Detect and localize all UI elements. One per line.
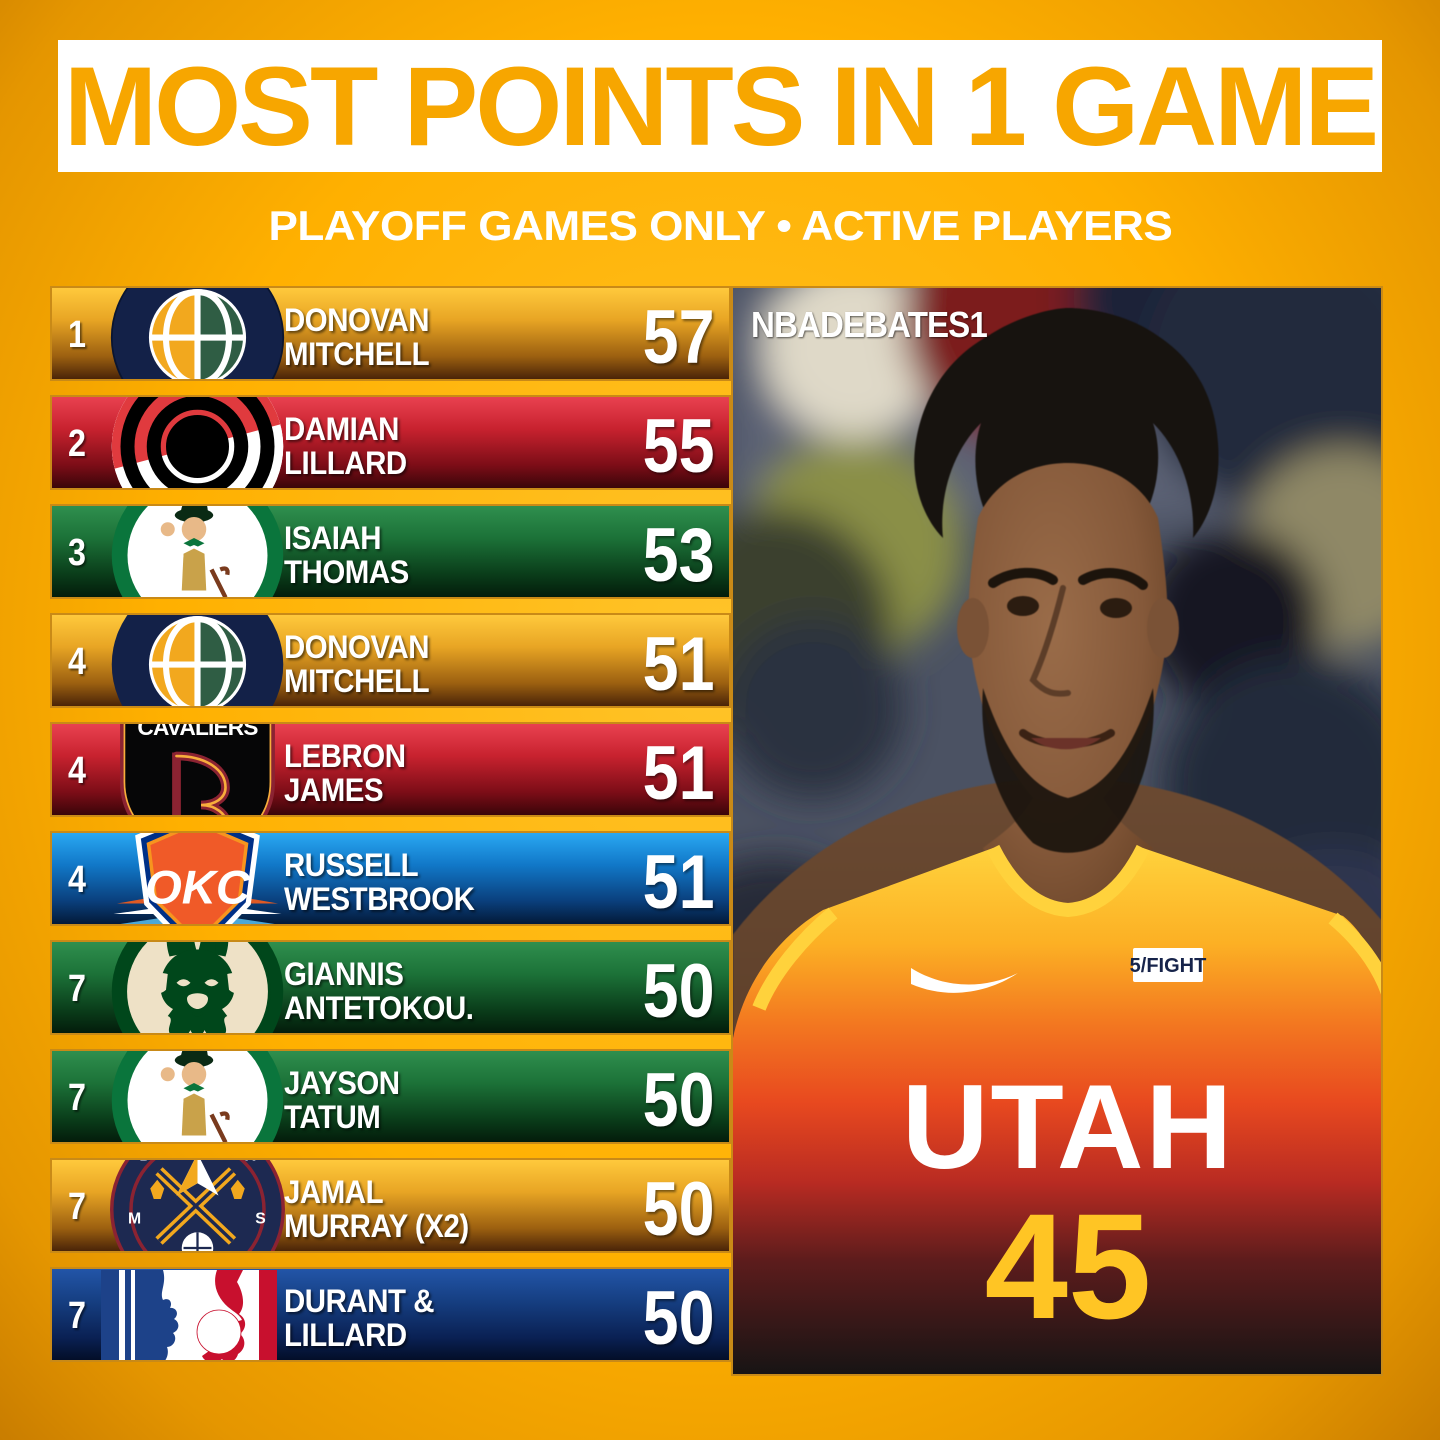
svg-text:CAVALIERS: CAVALIERS [137,722,258,740]
svg-text:M: M [128,1211,141,1228]
svg-text:OKC: OKC [145,862,251,915]
svg-text:45: 45 [985,1182,1152,1350]
svg-text:D: D [139,1158,150,1165]
svg-text:5/FIGHT: 5/FIGHT [1130,955,1207,977]
svg-text:UTAH: UTAH [902,1060,1234,1194]
svg-text:R: R [244,1158,256,1165]
svg-text:S: S [255,1211,266,1228]
